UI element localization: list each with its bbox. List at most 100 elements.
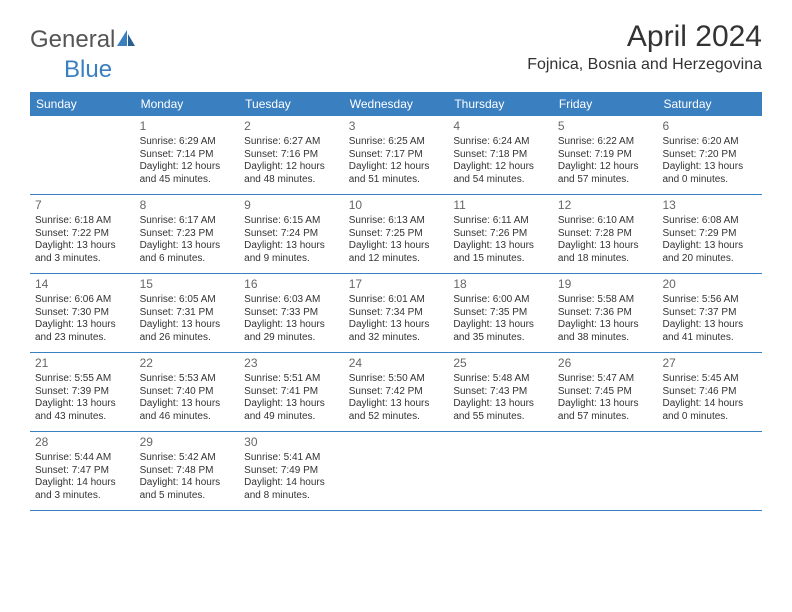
day-cell: 25Sunrise: 5:48 AMSunset: 7:43 PMDayligh… [448, 353, 553, 431]
day-header: Wednesday [344, 92, 449, 116]
sunrise-line: Sunrise: 5:45 AM [662, 373, 757, 386]
sunrise-line: Sunrise: 5:48 AM [453, 373, 548, 386]
sunrise-line: Sunrise: 6:24 AM [453, 136, 548, 149]
sunset-line: Sunset: 7:45 PM [558, 386, 653, 399]
sunset-line: Sunset: 7:31 PM [140, 307, 235, 320]
day-number: 3 [349, 119, 444, 134]
sunset-line: Sunset: 7:36 PM [558, 307, 653, 320]
daylight-line: Daylight: 13 hours [140, 398, 235, 411]
sunset-line: Sunset: 7:49 PM [244, 465, 339, 478]
daylight-line: and 51 minutes. [349, 174, 444, 187]
sunset-line: Sunset: 7:14 PM [140, 149, 235, 162]
sunrise-line: Sunrise: 5:44 AM [35, 452, 130, 465]
daylight-line: Daylight: 13 hours [453, 319, 548, 332]
day-cell: 28Sunrise: 5:44 AMSunset: 7:47 PMDayligh… [30, 432, 135, 510]
day-number: 5 [558, 119, 653, 134]
day-cell: 29Sunrise: 5:42 AMSunset: 7:48 PMDayligh… [135, 432, 240, 510]
calendar-page: General April 2024 Fojnica, Bosnia and H… [0, 0, 792, 531]
day-number: 6 [662, 119, 757, 134]
day-cell: 1Sunrise: 6:29 AMSunset: 7:14 PMDaylight… [135, 116, 240, 194]
title-block: April 2024 Fojnica, Bosnia and Herzegovi… [527, 20, 762, 74]
day-number: 29 [140, 435, 235, 450]
daylight-line: and 3 minutes. [35, 490, 130, 503]
daylight-line: Daylight: 13 hours [558, 240, 653, 253]
day-cell: 12Sunrise: 6:10 AMSunset: 7:28 PMDayligh… [553, 195, 658, 273]
day-number: 18 [453, 277, 548, 292]
sunset-line: Sunset: 7:24 PM [244, 228, 339, 241]
day-header: Monday [135, 92, 240, 116]
sunrise-line: Sunrise: 6:20 AM [662, 136, 757, 149]
day-cell: 2Sunrise: 6:27 AMSunset: 7:16 PMDaylight… [239, 116, 344, 194]
day-header: Saturday [657, 92, 762, 116]
empty-cell [448, 432, 553, 510]
day-cell: 18Sunrise: 6:00 AMSunset: 7:35 PMDayligh… [448, 274, 553, 352]
sunrise-line: Sunrise: 6:15 AM [244, 215, 339, 228]
day-cell: 5Sunrise: 6:22 AMSunset: 7:19 PMDaylight… [553, 116, 658, 194]
day-number: 16 [244, 277, 339, 292]
week-row: 21Sunrise: 5:55 AMSunset: 7:39 PMDayligh… [30, 353, 762, 432]
sunrise-line: Sunrise: 6:01 AM [349, 294, 444, 307]
sunrise-line: Sunrise: 6:05 AM [140, 294, 235, 307]
daylight-line: and 57 minutes. [558, 411, 653, 424]
week-row: 14Sunrise: 6:06 AMSunset: 7:30 PMDayligh… [30, 274, 762, 353]
daylight-line: Daylight: 13 hours [662, 240, 757, 253]
day-cell: 15Sunrise: 6:05 AMSunset: 7:31 PMDayligh… [135, 274, 240, 352]
daylight-line: and 0 minutes. [662, 411, 757, 424]
day-number: 9 [244, 198, 339, 213]
daylight-line: Daylight: 13 hours [349, 319, 444, 332]
sunrise-line: Sunrise: 6:10 AM [558, 215, 653, 228]
day-number: 14 [35, 277, 130, 292]
daylight-line: and 18 minutes. [558, 253, 653, 266]
daylight-line: and 57 minutes. [558, 174, 653, 187]
daylight-line: Daylight: 14 hours [140, 477, 235, 490]
daylight-line: Daylight: 13 hours [35, 240, 130, 253]
week-row: 7Sunrise: 6:18 AMSunset: 7:22 PMDaylight… [30, 195, 762, 274]
week-row: 1Sunrise: 6:29 AMSunset: 7:14 PMDaylight… [30, 116, 762, 195]
sunrise-line: Sunrise: 5:53 AM [140, 373, 235, 386]
sunrise-line: Sunrise: 6:22 AM [558, 136, 653, 149]
daylight-line: and 35 minutes. [453, 332, 548, 345]
day-header: Friday [553, 92, 658, 116]
sunrise-line: Sunrise: 6:13 AM [349, 215, 444, 228]
daylight-line: and 38 minutes. [558, 332, 653, 345]
daylight-line: and 54 minutes. [453, 174, 548, 187]
daylight-line: Daylight: 13 hours [140, 319, 235, 332]
day-cell: 9 Sunrise: 6:15 AMSunset: 7:24 PMDaylight… [239, 195, 344, 273]
sunset-line: Sunset: 7:29 PM [662, 228, 757, 241]
daylight-line: Daylight: 13 hours [349, 240, 444, 253]
sunset-line: Sunset: 7:18 PM [453, 149, 548, 162]
day-cell: 24Sunrise: 5:50 AMSunset: 7:42 PMDayligh… [344, 353, 449, 431]
day-number: 22 [140, 356, 235, 371]
day-number: 20 [662, 277, 757, 292]
daylight-line: Daylight: 14 hours [35, 477, 130, 490]
month-title: April 2024 [527, 20, 762, 54]
daylight-line: and 45 minutes. [140, 174, 235, 187]
sunset-line: Sunset: 7:35 PM [453, 307, 548, 320]
sunrise-line: Sunrise: 5:41 AM [244, 452, 339, 465]
sunset-line: Sunset: 7:47 PM [35, 465, 130, 478]
day-cell: 17Sunrise: 6:01 AMSunset: 7:34 PMDayligh… [344, 274, 449, 352]
daylight-line: and 41 minutes. [662, 332, 757, 345]
sunrise-line: Sunrise: 5:42 AM [140, 452, 235, 465]
daylight-line: Daylight: 13 hours [349, 398, 444, 411]
sunset-line: Sunset: 7:41 PM [244, 386, 339, 399]
day-number: 10 [349, 198, 444, 213]
sunrise-line: Sunrise: 5:50 AM [349, 373, 444, 386]
daylight-line: and 49 minutes. [244, 411, 339, 424]
day-cell: 21Sunrise: 5:55 AMSunset: 7:39 PMDayligh… [30, 353, 135, 431]
calendar-grid: SundayMondayTuesdayWednesdayThursdayFrid… [30, 92, 762, 511]
sunset-line: Sunset: 7:25 PM [349, 228, 444, 241]
daylight-line: and 5 minutes. [140, 490, 235, 503]
daylight-line: and 29 minutes. [244, 332, 339, 345]
brand-logo: General [30, 26, 139, 54]
sunrise-line: Sunrise: 6:18 AM [35, 215, 130, 228]
sail-icon [115, 28, 137, 53]
daylight-line: and 12 minutes. [349, 253, 444, 266]
sunrise-line: Sunrise: 5:51 AM [244, 373, 339, 386]
daylight-line: Daylight: 14 hours [662, 398, 757, 411]
sunset-line: Sunset: 7:30 PM [35, 307, 130, 320]
empty-cell [344, 432, 449, 510]
sunset-line: Sunset: 7:20 PM [662, 149, 757, 162]
daylight-line: Daylight: 13 hours [244, 240, 339, 253]
sunrise-line: Sunrise: 6:08 AM [662, 215, 757, 228]
